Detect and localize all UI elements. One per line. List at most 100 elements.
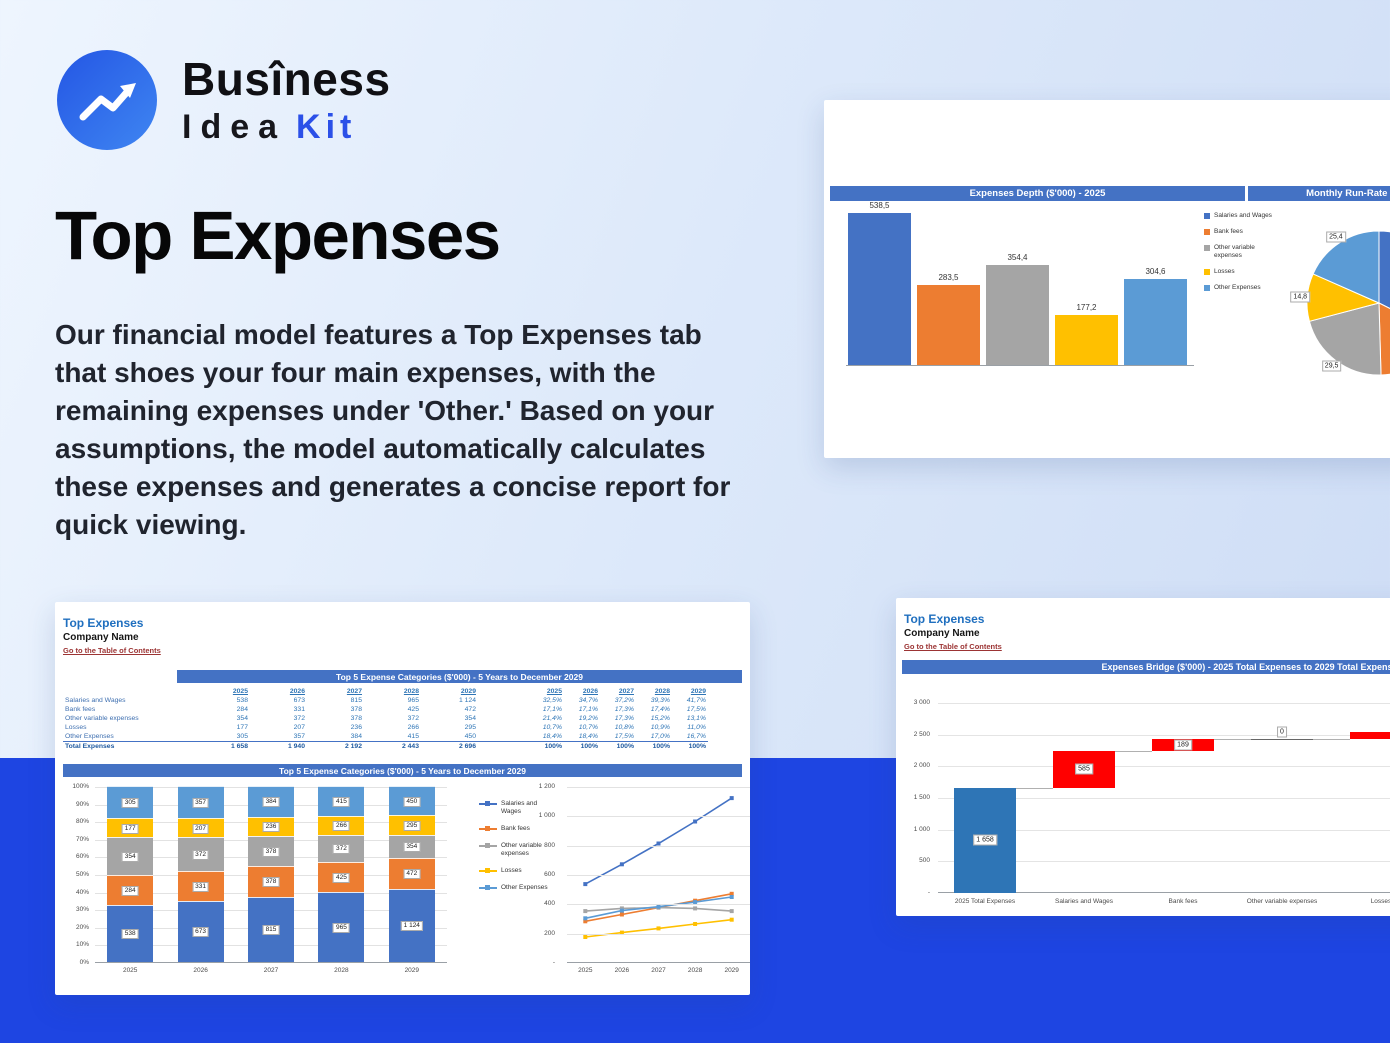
legend-label: Losses: [1214, 268, 1235, 275]
y-tick-label: 50%: [75, 871, 89, 878]
pie-label: 25,4: [1326, 231, 1346, 243]
top-expenses-sheet-card: Top Expenses Company Name Go to the Tabl…: [55, 602, 750, 995]
page-title: Top Expenses: [55, 197, 501, 274]
pct-cell: 34,7%: [578, 697, 598, 704]
year-cell: 2029: [460, 688, 476, 695]
legend-swatch: [1204, 269, 1210, 275]
legend-marker: [479, 867, 497, 875]
y-tick-label: 40%: [75, 888, 89, 896]
legend-label: Salaries and Wages: [501, 800, 538, 815]
table-row: Salaries and Wages 538 673 815 965 1 124 32,5%…: [63, 696, 708, 705]
y-tick-label: 2 500: [913, 730, 930, 738]
legend-marker: [479, 825, 497, 833]
value-cell: 1 124: [458, 697, 476, 704]
table-title-bar: Top 5 Expense Categories ($'000) - 5 Yea…: [177, 670, 742, 683]
pct-cell: 17,1%: [578, 706, 598, 713]
depth-bar-label: 354,4: [1007, 253, 1028, 263]
waterfall-bar-label: 585: [1075, 763, 1093, 775]
legend-dot: [485, 868, 490, 873]
pct-cell: 11,0%: [687, 724, 706, 731]
value-cell: 354: [236, 715, 248, 722]
depth-chart-legend: Salaries and Wages Bank fees Other variabl…: [1204, 212, 1284, 292]
year-cell: 2027: [346, 688, 362, 695]
x-label: Salaries and Wages: [1055, 898, 1113, 905]
pie-icon: [1306, 230, 1390, 376]
expense-table: 2025 2026 2027 2028 2029 2025 2026 2027 2028 2029…: [63, 687, 708, 750]
y-tick-label: 90%: [75, 800, 89, 808]
x-label: Losses: [1370, 898, 1390, 905]
year-cell: 2025: [546, 688, 562, 695]
value-cell: 2 696: [423, 741, 480, 751]
pct-cell: 10,7%: [578, 724, 598, 731]
year-cell: 2026: [582, 688, 598, 695]
x-label: 2025: [578, 967, 593, 974]
waterfall-connector: [1214, 738, 1251, 740]
gap-cell: [480, 687, 528, 696]
depth-bar-label: 177,2: [1076, 303, 1097, 313]
brand-name: Busîness: [182, 53, 391, 105]
pct-cell: 100%: [636, 741, 672, 751]
legend-swatch: [1204, 245, 1210, 251]
legend-dot: [485, 801, 490, 806]
brand-text: Busîness Idea Kit: [182, 52, 391, 147]
stack-segment-label: 372: [192, 850, 210, 861]
company-name: Company Name: [904, 628, 980, 639]
value-cell: 2 192: [309, 741, 366, 751]
stack-segment-label: 354: [403, 842, 421, 853]
pct-cell: 100%: [600, 741, 636, 751]
gridline: [938, 798, 1390, 799]
legend-item: Other Expenses: [479, 884, 557, 892]
value-cell: 815: [350, 697, 362, 704]
value-cell: 207: [293, 724, 305, 731]
waterfall-bar-label: 0: [1277, 726, 1287, 738]
legend-item: Bank fees: [1204, 228, 1284, 236]
line-chart-xaxis: 2025 2026 2027 2028 2029: [567, 967, 750, 977]
stack-segment-label: 177: [121, 823, 139, 834]
year-cell: 2028: [654, 688, 670, 695]
stack-segment-label: 472: [403, 869, 421, 880]
value-cell: 378: [350, 715, 362, 722]
row-label: Salaries and Wages: [65, 697, 126, 704]
runrate-chart-title: Monthly Run-Rate ($'000): [1248, 186, 1390, 201]
stack-segment-label: 425: [332, 873, 350, 884]
pie-label: 29,5: [1321, 360, 1342, 372]
x-label: 2026: [614, 967, 630, 974]
value-cell: 284: [236, 706, 248, 713]
pct-cell: 32,5%: [542, 697, 562, 704]
gridline: [938, 766, 1390, 768]
stacked-chart-title-bar: Top 5 Expense Categories ($'000) - 5 Yea…: [63, 764, 742, 777]
stack-segment-label: 295: [403, 821, 421, 832]
y-tick-label: 500: [919, 857, 930, 865]
row-label: Other variable expenses: [65, 715, 139, 722]
legend-dot: [485, 885, 490, 890]
legend-dot: [485, 826, 490, 831]
value-cell: 673: [293, 697, 305, 704]
line-chart: [567, 787, 750, 963]
y-tick-label: 2 000: [913, 762, 930, 770]
legend-label: Losses: [501, 867, 522, 874]
y-tick-label: 800: [544, 841, 555, 849]
legend-swatch: [1204, 229, 1210, 235]
table-of-contents-link[interactable]: Go to the Table of Contents: [904, 642, 1002, 651]
legend-label: Bank fees: [1214, 228, 1243, 235]
x-label: 2028: [334, 967, 349, 974]
waterfall-chart: 1 658 585 189 0: [938, 703, 1390, 893]
year-cell: 2026: [289, 688, 305, 695]
value-cell: 295: [464, 724, 476, 731]
waterfall-connector: [1115, 750, 1152, 752]
pct-cell: 21,4%: [542, 715, 562, 722]
x-label: 2027: [651, 967, 666, 974]
waterfall-connector: [1016, 787, 1053, 789]
x-label: 2028: [687, 967, 703, 974]
value-cell: 357: [293, 733, 305, 740]
y-tick-label: 0%: [79, 959, 89, 966]
legend-item: Bank fees: [479, 825, 557, 833]
value-cell: 236: [350, 724, 362, 731]
pct-cell: 17,0%: [650, 733, 670, 740]
gridline: [938, 861, 1390, 863]
legend-item: Salaries and Wages: [1204, 212, 1284, 220]
gridline: [567, 875, 750, 876]
table-of-contents-link[interactable]: Go to the Table of Contents: [63, 646, 161, 655]
value-cell: 425: [407, 706, 419, 713]
stack-segment-label: 815: [262, 925, 280, 936]
